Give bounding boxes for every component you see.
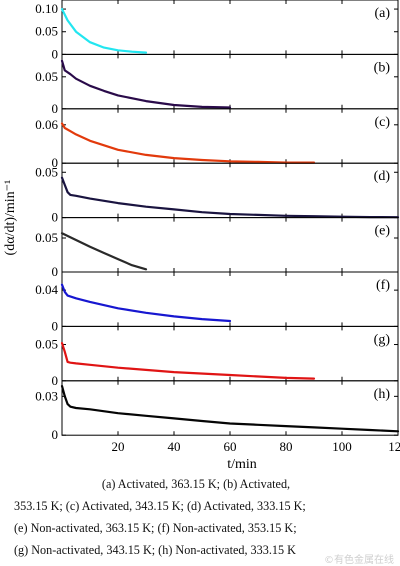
- panel-label: (d): [374, 169, 391, 184]
- panel-frame: [61, 53, 399, 110]
- x-tick-label: 80: [280, 439, 293, 454]
- panel-label: (c): [374, 115, 390, 130]
- panel-frame: [61, 217, 399, 273]
- series-line-g: [60, 342, 316, 380]
- panel-frame: [61, 271, 399, 327]
- y-tick-label: 0.05: [35, 164, 58, 179]
- y-tick-label: 0.05: [35, 24, 58, 39]
- panel-label: (a): [374, 6, 390, 21]
- caption-line-2: 353.15 K; (c) Activated, 343.15 K; (d) A…: [14, 499, 306, 513]
- y-tick-label: 0: [52, 264, 59, 279]
- series-line-h: [60, 384, 400, 433]
- y-tick-label: 0.05: [35, 69, 58, 84]
- series-line-a: [60, 8, 148, 54]
- x-tick-label: 100: [332, 439, 352, 454]
- y-tick-label: 0.10: [35, 1, 58, 16]
- x-tick-label: 20: [112, 439, 125, 454]
- y-tick-label: 0.05: [35, 230, 58, 245]
- series-line-c: [60, 122, 316, 164]
- panel-frame: [61, 380, 399, 436]
- x-tick-label: 60: [224, 439, 237, 454]
- y-tick-label: 0: [52, 101, 59, 116]
- y-tick-label: 0: [52, 210, 59, 225]
- y-tick-label: 0.06: [35, 117, 58, 132]
- caption-line-1: (a) Activated, 363.15 K; (b) Activated,: [101, 477, 291, 491]
- y-tick-label: 0.05: [35, 337, 58, 352]
- y-tick-label: 0: [52, 46, 59, 61]
- y-axis-label: (dα/dt)/min⁻¹: [3, 180, 18, 256]
- x-axis-label: t/min: [227, 457, 257, 472]
- series-line-f: [60, 283, 232, 323]
- panel-frame: [61, 108, 399, 164]
- y-tick-label: 0: [52, 318, 59, 333]
- watermark-text: ©有色金属在线: [324, 555, 394, 566]
- panel-label: (g): [374, 332, 391, 347]
- series-line-d: [60, 176, 400, 219]
- series-line-e: [60, 232, 148, 271]
- x-tick-label: 40: [168, 439, 181, 454]
- panel-frame: [61, 325, 399, 382]
- panel-label: (h): [374, 387, 391, 402]
- panel-frame: [61, 162, 399, 219]
- panel-label: (b): [374, 60, 391, 75]
- series-line-b: [60, 59, 232, 109]
- panel-frame: [61, 0, 399, 55]
- panel-label: (f): [376, 278, 390, 293]
- y-tick-label: 0: [52, 427, 59, 442]
- caption-line-4: (g) Non-activated, 343.15 K; (h) Non-act…: [14, 543, 296, 557]
- caption-line-3: (e) Non-activated, 363.15 K; (f) Non-act…: [14, 521, 297, 535]
- y-tick-label: 0: [52, 155, 59, 170]
- panel-label: (e): [374, 224, 390, 239]
- x-tick-label: 120: [388, 439, 400, 454]
- y-tick-label: 0.04: [35, 282, 58, 297]
- y-tick-label: 0: [52, 373, 59, 388]
- y-tick-label: 0.03: [35, 388, 58, 403]
